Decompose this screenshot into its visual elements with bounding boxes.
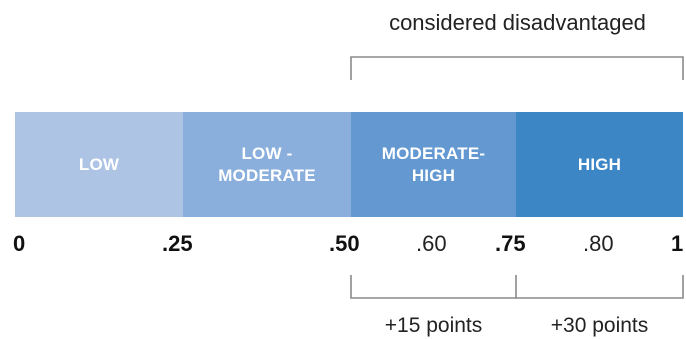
tick-label-1: 1 [671, 231, 684, 256]
tick-label-75: .75 [495, 231, 526, 256]
points-bracket-right [516, 275, 684, 299]
tick-label-80: .80 [583, 231, 614, 256]
tick-label-60: .60 [416, 231, 447, 256]
points-bracket-left [350, 275, 517, 299]
segment-moderate-high-line1: MODERATE- [381, 144, 486, 164]
segment-high: HIGH [516, 112, 683, 217]
segment-moderate-high-line2: HIGH [411, 165, 456, 185]
segment-high-line1: HIGH [577, 154, 622, 174]
disadvantaged-bracket [350, 56, 684, 80]
plus-15-points-label: +15 points [384, 314, 483, 337]
tick-label-25: .25 [162, 231, 193, 256]
tick-label-50: .50 [329, 231, 360, 256]
segment-low-moderate-line1: LOW - [241, 144, 293, 164]
considered-disadvantaged-label: considered disadvantaged [389, 10, 646, 35]
segment-low-moderate: LOW - MODERATE [183, 112, 351, 217]
segment-moderate-high: MODERATE- HIGH [351, 112, 516, 217]
segment-low-moderate-line2: MODERATE [218, 165, 316, 185]
plus-30-points-label: +30 points [550, 314, 649, 337]
segment-low: LOW [15, 112, 183, 217]
segment-low-line1: LOW [78, 154, 120, 174]
tick-label-0: 0 [13, 231, 26, 256]
